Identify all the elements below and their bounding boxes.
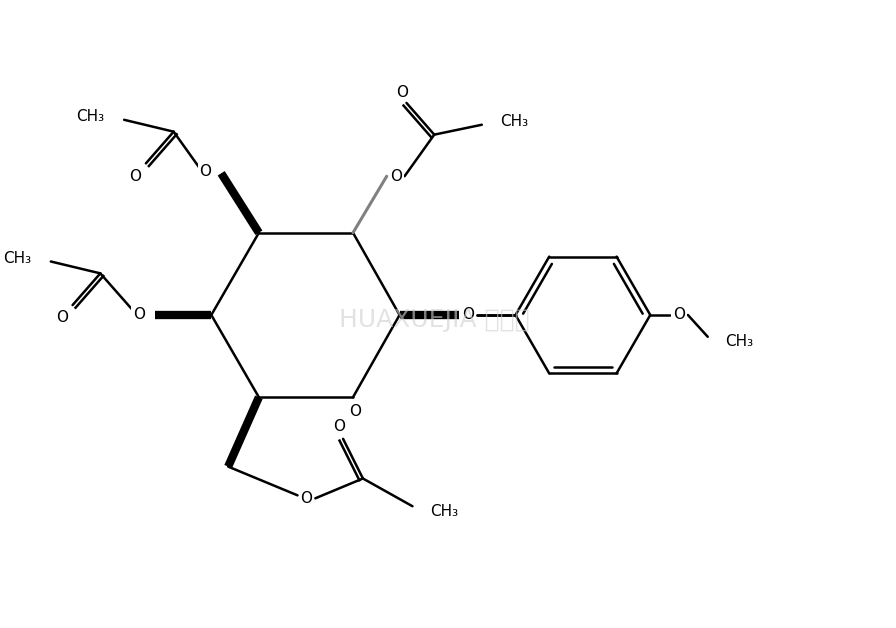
- Text: HUAXUEJIA 化学加: HUAXUEJIA 化学加: [339, 308, 530, 332]
- Text: O: O: [199, 164, 211, 179]
- Text: O: O: [462, 308, 474, 323]
- Text: O: O: [397, 85, 409, 100]
- Text: O: O: [349, 404, 361, 419]
- Text: CH₃: CH₃: [430, 504, 459, 519]
- Text: O: O: [129, 169, 141, 184]
- Text: O: O: [391, 169, 402, 184]
- Text: O: O: [300, 491, 313, 506]
- Text: O: O: [133, 308, 145, 323]
- Text: O: O: [333, 420, 345, 435]
- Text: CH₃: CH₃: [726, 334, 754, 349]
- Text: CH₃: CH₃: [76, 109, 104, 124]
- Text: O: O: [673, 308, 685, 323]
- Text: CH₃: CH₃: [500, 114, 528, 129]
- Text: O: O: [56, 310, 68, 325]
- Text: CH₃: CH₃: [3, 251, 31, 266]
